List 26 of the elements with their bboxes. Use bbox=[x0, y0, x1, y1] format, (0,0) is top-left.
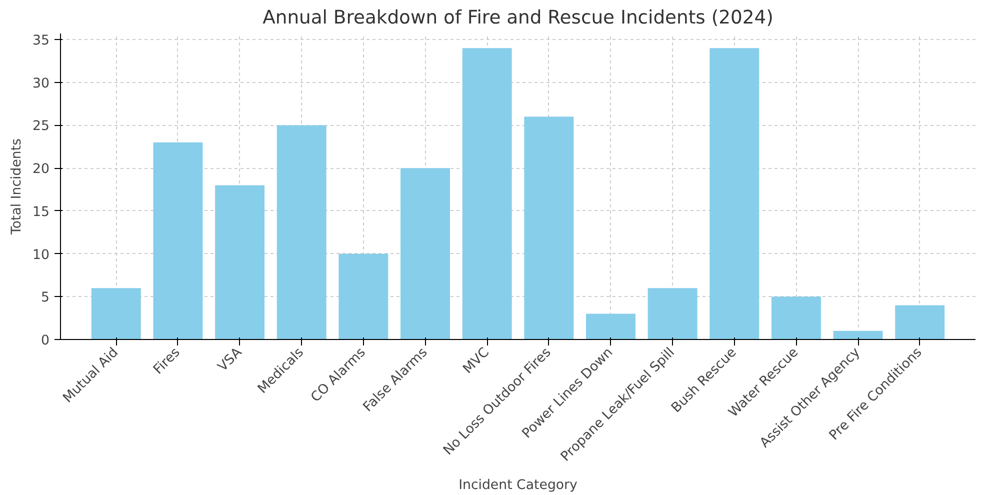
y-tick-label: 35 bbox=[32, 34, 50, 48]
bar bbox=[153, 142, 203, 340]
bar bbox=[215, 185, 265, 340]
y-tick-label: 0 bbox=[41, 334, 50, 348]
bar bbox=[276, 125, 326, 340]
bar bbox=[400, 168, 450, 340]
y-tick-label: 30 bbox=[32, 76, 50, 92]
y-tick-label: 10 bbox=[32, 248, 50, 263]
x-tick-label: VSA bbox=[215, 345, 246, 375]
y-tick-label: 25 bbox=[32, 119, 50, 134]
bar bbox=[648, 288, 698, 340]
bar bbox=[895, 305, 945, 340]
bar bbox=[91, 288, 141, 340]
bar bbox=[524, 116, 574, 340]
y-tick-label: 5 bbox=[41, 290, 50, 306]
bar bbox=[710, 48, 760, 340]
x-axis-title: Incident Category bbox=[458, 478, 578, 493]
y-tick-label: 15 bbox=[32, 204, 50, 220]
bar bbox=[586, 314, 636, 340]
bar bbox=[833, 330, 883, 340]
bar bbox=[462, 48, 512, 340]
y-tick-label: 20 bbox=[32, 162, 50, 178]
bar bbox=[771, 296, 821, 340]
bar bbox=[338, 254, 388, 340]
chart-title: Annual Breakdown of Fire and Rescue Incidents (2024) bbox=[262, 8, 774, 28]
y-axis-title: Total Incidents bbox=[10, 138, 25, 236]
